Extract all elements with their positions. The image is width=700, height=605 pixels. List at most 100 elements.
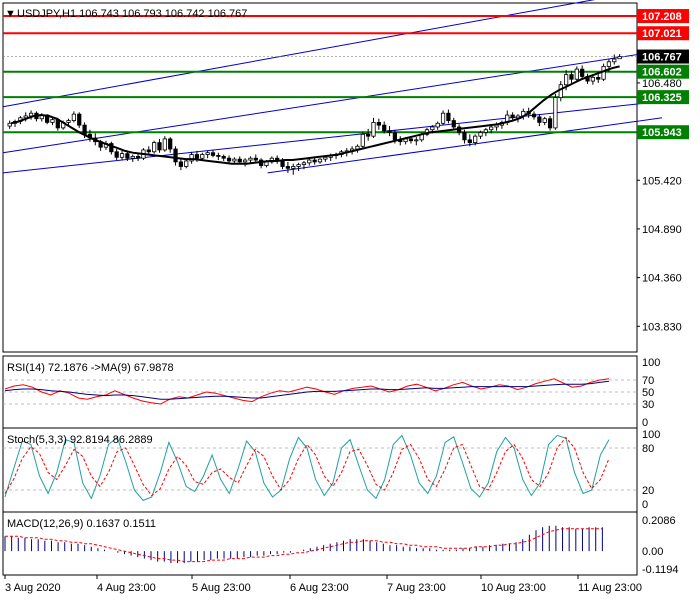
channel-line [2, 0, 596, 108]
bull-candle [184, 160, 189, 167]
bull-candle [50, 119, 55, 123]
bull-candle [606, 61, 612, 67]
bear-candle [462, 132, 467, 141]
bear-candle [451, 120, 456, 128]
bull-candle [323, 156, 328, 160]
macd-signal-line [5, 528, 603, 563]
bear-candle [547, 118, 553, 129]
bull-candle [291, 166, 296, 169]
bull-candle [296, 164, 301, 167]
bull-candle [473, 135, 478, 143]
time-tick-label: 4 Aug 23:00 [97, 582, 156, 594]
bear-candle [467, 139, 472, 144]
bear-candle [392, 132, 398, 141]
bear-candle [510, 114, 515, 119]
bull-candle [71, 113, 76, 121]
stoch-tick-label: 80 [642, 443, 654, 455]
channel-line [2, 50, 663, 154]
price-tag-label: 106.602 [642, 67, 682, 79]
bear-candle [226, 157, 232, 162]
price-tick-label: 106.480 [642, 78, 682, 90]
bull-candle [360, 133, 365, 147]
channel-line [267, 117, 663, 174]
bear-candle [569, 74, 574, 80]
symbol-header: USDJPY,H1 106.743 106.793 106.742 106.76… [17, 8, 247, 20]
current-price-tag [637, 49, 689, 64]
bear-candle [237, 158, 242, 163]
bull-candle [601, 65, 606, 80]
bear-candle [366, 133, 371, 137]
bull-candle [590, 76, 595, 82]
bull-candle [7, 122, 12, 127]
stoch-title: Stoch(5,3,3) 92.8194 86.2889 [7, 434, 153, 446]
bull-candle [553, 97, 558, 129]
bear-candle [125, 153, 130, 159]
bull-candle [200, 154, 205, 159]
bull-candle [23, 115, 28, 119]
macd-tick-label: -0.1194 [642, 564, 679, 576]
price-tag-label: 106.767 [642, 52, 682, 64]
bear-candle [596, 76, 601, 80]
main-pane-frame [2, 2, 638, 353]
price-tag-label: 105.943 [642, 127, 682, 139]
bear-candle [216, 155, 221, 157]
bear-candle [376, 121, 381, 126]
bear-candle [146, 149, 151, 153]
bear-candle [446, 112, 451, 121]
rsi-tick-label: 70 [642, 375, 654, 387]
bear-candle [280, 160, 285, 167]
bull-candle [307, 159, 312, 164]
bull-candle [248, 157, 253, 161]
bear-candle [157, 142, 162, 151]
bear-candle [114, 151, 119, 158]
bear-candle [312, 159, 317, 163]
bear-candle [82, 124, 87, 135]
bear-candle [135, 155, 141, 159]
bear-candle [178, 161, 184, 167]
time-tick-label: 5 Aug 23:00 [192, 582, 251, 594]
price-tag-label: 107.208 [642, 11, 682, 23]
resistance-price-tag [637, 26, 689, 41]
bear-candle [285, 166, 291, 169]
time-tick-label: 10 Aug 23:00 [481, 582, 546, 594]
time-tick-label: 11 Aug 23:00 [578, 582, 642, 594]
time-tick-label: 3 Aug 2020 [5, 582, 61, 594]
rsi-series-line [4, 378, 610, 405]
rsi-tick-label: 100 [642, 357, 660, 369]
bull-candle [440, 112, 446, 124]
bear-candle [173, 148, 178, 163]
bull-candle [119, 153, 125, 158]
bear-candle [194, 154, 200, 159]
stoch-series-line [4, 434, 610, 502]
bull-candle [232, 158, 237, 162]
bull-candle [414, 139, 419, 142]
macd-tick-label: 0.00 [642, 546, 663, 558]
bear-candle [253, 157, 258, 161]
bear-candle [221, 155, 226, 159]
stoch-series-line [4, 436, 610, 497]
resistance-price-tag [637, 9, 689, 24]
bull-candle [542, 118, 547, 123]
time-tick-label: 6 Aug 23:00 [290, 582, 349, 594]
bull-candle [564, 74, 569, 86]
bull-candle [301, 162, 307, 166]
stoch-tick-label: 20 [642, 485, 654, 497]
bull-candle [558, 84, 563, 98]
macd-tick-label: 0.2086 [642, 515, 676, 527]
bear-candle [387, 130, 392, 133]
bull-candle [242, 159, 248, 163]
bull-candle [130, 155, 135, 159]
bull-candle [189, 154, 194, 162]
macd-title: MACD(12,26,9) 0.1637 0.1511 [7, 518, 156, 530]
bull-candle [205, 152, 210, 155]
rsi-tick-label: 0 [642, 417, 648, 429]
price-tick-label: 105.420 [642, 175, 682, 187]
bull-candle [317, 158, 323, 163]
time-tick-label: 7 Aug 23:00 [387, 582, 446, 594]
bull-candle [430, 126, 435, 131]
price-tick-label: 104.360 [642, 273, 682, 285]
dropdown-arrow-icon: ▼ [5, 8, 16, 20]
rsi-tick-label: 30 [642, 399, 654, 411]
